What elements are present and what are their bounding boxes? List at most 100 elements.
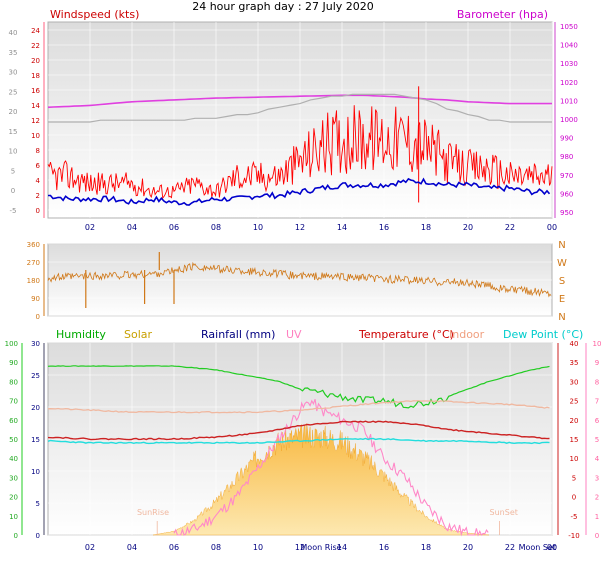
humidity-tick-label: 30	[9, 474, 18, 482]
wind-far-tick-label: 25	[9, 88, 18, 96]
temp-tick-label: 20	[570, 417, 579, 425]
windspeed-axis-title: Windspeed (kts)	[50, 8, 139, 21]
wind-x-tick-label: 04	[127, 223, 137, 232]
wind-tick-label: 14	[31, 102, 40, 110]
wind-tick-label: 22	[31, 42, 40, 50]
temp-tick-label: 35	[570, 359, 579, 367]
compass-tick-label: S	[559, 276, 565, 287]
barometer-tick-label: 950	[560, 209, 573, 217]
barometer-tick-label: 1050	[560, 23, 578, 31]
wind-far-tick-label: 35	[9, 49, 18, 57]
wind-tick-label: 12	[31, 117, 40, 125]
barometer-tick-label: 1000	[560, 116, 578, 124]
temp-tick-label: 30	[570, 378, 579, 386]
direction-tick-label: 360	[27, 241, 40, 249]
wind-far-tick-label: 40	[9, 29, 18, 37]
uv-tick-label: 7	[595, 398, 599, 406]
humidity-tick-label: 70	[9, 398, 18, 406]
wind-x-tick-label: 20	[463, 223, 473, 232]
rain-tick-label: 25	[31, 372, 40, 380]
barometer-axis-title: Barometer (hpa)	[457, 8, 548, 21]
wind-tick-label: 4	[36, 177, 41, 185]
temp-x-tick-label: 18	[421, 543, 431, 552]
barometer-tick-label: 1020	[560, 79, 578, 87]
humidity-tick-label: 10	[9, 513, 18, 521]
wind-far-tick-label: 10	[9, 148, 18, 156]
legend-rainfall: Rainfall (mm)	[201, 328, 275, 341]
series-windspeed	[47, 105, 553, 200]
wind-x-tick-label: 06	[169, 223, 179, 232]
temp-x-tick-label: 20	[463, 543, 473, 552]
rain-tick-label: 30	[31, 340, 40, 348]
series-indoor	[47, 400, 550, 414]
wind-tick-label: 20	[31, 57, 40, 65]
series-humidity	[47, 365, 550, 409]
temp-tick-label: -5	[571, 513, 578, 521]
temp-x-tick-label: 00	[547, 543, 557, 552]
temp-tick-label: -10	[568, 532, 579, 540]
humidity-tick-label: 60	[9, 417, 18, 425]
wind-tick-label: 6	[36, 162, 41, 170]
humidity-tick-label: 100	[5, 340, 18, 348]
wind-x-tick-label: 22	[505, 223, 515, 232]
wind-far-tick-label: -5	[10, 207, 17, 215]
direction-tick-label: 180	[27, 277, 40, 285]
humidity-tick-label: 50	[9, 436, 18, 444]
wind-far-tick-label: 5	[11, 167, 15, 175]
wind-x-tick-label: 00	[547, 223, 557, 232]
wind-tick-label: 18	[31, 72, 40, 80]
wind-tick-label: 8	[36, 147, 40, 155]
legend-indoor: Indoor	[449, 328, 485, 341]
series-dew-point	[47, 437, 550, 445]
direction-tick-label: 0	[36, 313, 40, 321]
temp-tick-label: 0	[572, 494, 576, 502]
uv-tick-label: 10	[593, 340, 602, 348]
humidity-tick-label: 90	[9, 359, 18, 367]
uv-tick-label: 8	[595, 378, 599, 386]
uv-tick-label: 6	[595, 417, 600, 425]
barometer-tick-label: 1030	[560, 60, 578, 68]
uv-tick-label: 0	[595, 532, 599, 540]
wind-far-tick-label: 0	[11, 187, 15, 195]
temp-tick-label: 25	[570, 398, 579, 406]
temp-x-tick-label: 02	[85, 543, 95, 552]
temp-x-tick-label: 22	[505, 543, 515, 552]
wind-tick-label: 24	[31, 27, 40, 35]
rain-tick-label: 20	[31, 404, 40, 412]
series-barometer	[47, 94, 552, 109]
rain-tick-label: 5	[36, 500, 40, 508]
compass-tick-label: W	[557, 258, 567, 269]
wind-x-tick-label: 08	[211, 223, 221, 232]
series-wind-average	[48, 177, 551, 206]
uv-tick-label: 5	[595, 436, 599, 444]
temp-x-tick-label: 16	[379, 543, 389, 552]
series-uv	[173, 399, 489, 537]
wind-tick-label: 2	[36, 192, 40, 200]
direction-tick-label: 270	[27, 259, 40, 267]
wind-far-tick-label: 30	[9, 69, 18, 77]
legend-uv: UV	[286, 328, 302, 341]
barometer-tick-label: 970	[560, 172, 573, 180]
compass-tick-label: E	[559, 294, 565, 305]
wind-x-tick-label: 12	[295, 223, 305, 232]
wind-x-tick-label: 16	[379, 223, 389, 232]
uv-tick-label: 2	[595, 494, 599, 502]
compass-tick-label: N	[558, 312, 565, 323]
x-annotation-label: SunSet	[490, 508, 518, 517]
temp-x-tick-label: 10	[253, 543, 263, 552]
barometer-tick-label: 980	[560, 153, 573, 161]
humidity-tick-label: 0	[14, 532, 18, 540]
legend-dew-point: Dew Point (°C)	[503, 328, 583, 341]
uv-tick-label: 9	[595, 359, 599, 367]
humidity-tick-label: 40	[9, 455, 18, 463]
chart-legend: Humidity Solar Rainfall (mm) UV Temperat…	[56, 328, 583, 341]
temp-x-tick-label: 04	[127, 543, 137, 552]
x-annotation-label: SunRise	[137, 508, 169, 517]
wind-far-tick-label: 15	[9, 128, 18, 136]
uv-tick-label: 4	[595, 455, 600, 463]
x-annotation-label: Moon Set	[519, 543, 556, 552]
temp-x-tick-label: 06	[169, 543, 179, 552]
wind-tick-label: 16	[31, 87, 40, 95]
humidity-tick-label: 80	[9, 378, 18, 386]
